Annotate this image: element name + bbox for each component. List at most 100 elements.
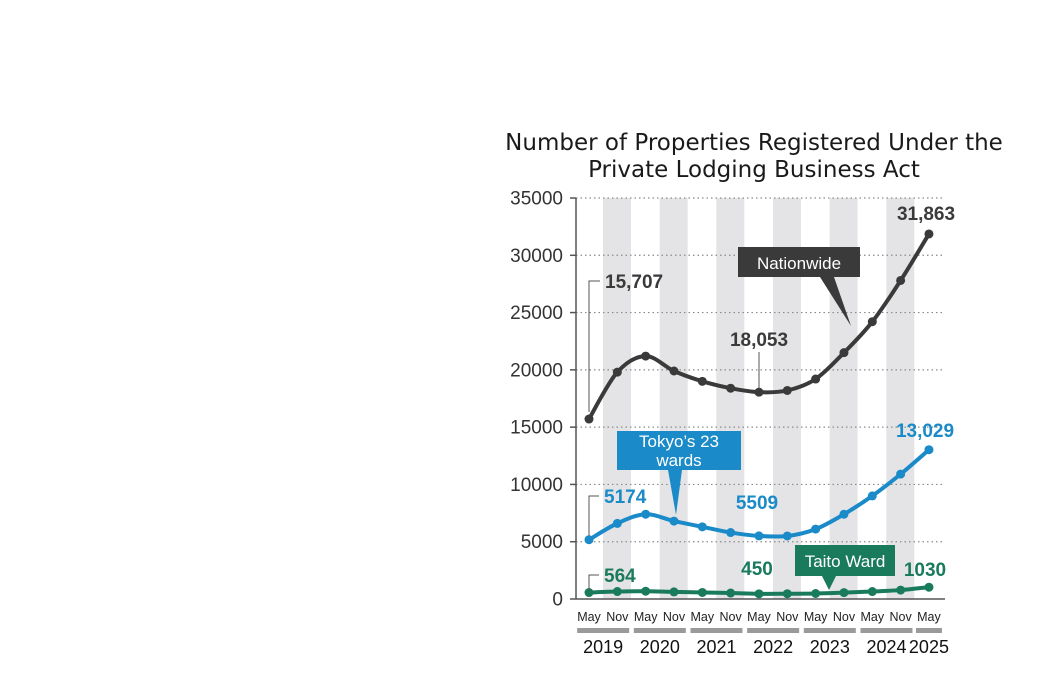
- data-point-nationwide: [896, 275, 906, 285]
- column-band: [659, 198, 688, 599]
- legend-label-tokyo-23-wards-line-1: Tokyo’s 23: [639, 432, 719, 451]
- legend-box-tokyo-23-wards: [617, 431, 741, 470]
- data-point-nationwide: [839, 348, 849, 358]
- year-bar: [633, 628, 686, 633]
- legend-label-nationwide: Nationwide: [757, 254, 841, 273]
- series-taito-ward: [584, 582, 934, 599]
- data-point-tokyo-23-wards: [782, 531, 792, 541]
- x-month-label: May: [577, 610, 601, 624]
- x-month-label: Nov: [720, 610, 743, 624]
- data-point-taito-ward: [924, 582, 934, 592]
- data-point-nationwide: [782, 385, 792, 395]
- y-tick-label: 15000: [510, 418, 563, 439]
- x-year-label: 2022: [753, 637, 793, 657]
- label-leader: [588, 280, 600, 412]
- data-label-tokyo-23-wards: 5174: [604, 487, 647, 508]
- x-year-label: 2021: [696, 637, 736, 657]
- data-label-tokyo-23-wards: 5509: [736, 493, 778, 514]
- axes: 0 5000 10000 15000 20000 25000 30000 35000: [510, 189, 945, 611]
- x-axis-labels: May Nov May Nov May Nov May Nov May Nov May Nov May 2…: [577, 610, 949, 657]
- x-year-label: 2023: [810, 637, 850, 657]
- data-point-nationwide: [754, 387, 764, 397]
- label-leader: [588, 495, 599, 536]
- year-bar: [690, 628, 743, 633]
- data-point-taito-ward: [896, 585, 906, 595]
- column-band: [886, 198, 915, 599]
- data-point-nationwide: [584, 414, 594, 424]
- data-point-tokyo-23-wards: [811, 524, 821, 534]
- x-year-label: 2020: [640, 637, 680, 657]
- data-point-tokyo-23-wards: [924, 445, 934, 455]
- y-tick-label: 10000: [510, 475, 563, 496]
- data-point-nationwide: [697, 376, 707, 386]
- data-point-taito-ward: [839, 588, 849, 598]
- x-year-label: 2019: [583, 637, 623, 657]
- data-point-taito-ward: [641, 586, 651, 596]
- label-leader: [588, 574, 599, 591]
- x-month-label: May: [691, 610, 715, 624]
- data-point-tokyo-23-wards: [584, 535, 594, 545]
- data-label-nationwide: 31,863: [897, 204, 955, 225]
- data-point-nationwide: [924, 229, 934, 239]
- data-point-taito-ward: [782, 589, 792, 599]
- x-month-label: Nov: [663, 610, 686, 624]
- y-tick-label: 25000: [510, 303, 563, 324]
- x-month-label: Nov: [890, 610, 913, 624]
- legend-box-nationwide: [738, 247, 860, 277]
- data-label-taito-ward: 450: [741, 559, 773, 580]
- legend-pointer-nationwide: [820, 277, 851, 326]
- data-point-tokyo-23-wards: [726, 528, 736, 538]
- data-point-tokyo-23-wards: [867, 491, 877, 501]
- data-point-taito-ward: [612, 587, 622, 597]
- data-label-nationwide: 18,053: [730, 330, 788, 351]
- x-month-label: Nov: [606, 610, 629, 624]
- data-point-tokyo-23-wards: [754, 531, 764, 541]
- y-tick-label: 30000: [510, 246, 563, 267]
- data-point-nationwide: [641, 351, 651, 361]
- data-point-tokyo-23-wards: [641, 509, 651, 519]
- data-point-taito-ward: [811, 589, 821, 599]
- x-month-label: May: [860, 610, 884, 624]
- x-month-label: May: [634, 610, 658, 624]
- data-point-taito-ward: [726, 588, 736, 598]
- data-point-taito-ward: [669, 587, 679, 597]
- x-year-label: 2024: [866, 637, 906, 657]
- legend-label-taito-ward: Taito Ward: [805, 552, 886, 571]
- legend-pointer-tokyo-23-wards: [668, 470, 682, 515]
- data-point-taito-ward: [697, 587, 707, 597]
- data-point-taito-ward: [754, 589, 764, 599]
- data-point-tokyo-23-wards: [697, 522, 707, 532]
- legend-box-taito-ward: [795, 545, 895, 576]
- y-tick-label: 35000: [510, 189, 563, 210]
- legend-pointer-taito-ward: [822, 576, 836, 590]
- year-bar: [577, 628, 630, 633]
- data-label-nationwide: 15,707: [605, 272, 663, 293]
- year-bar: [860, 628, 913, 633]
- y-tick-label: 20000: [510, 360, 563, 381]
- x-month-label: Nov: [833, 610, 856, 624]
- year-bar: [915, 628, 942, 633]
- data-point-nationwide: [612, 367, 622, 377]
- year-bar: [747, 628, 800, 633]
- series-layer: [584, 229, 934, 599]
- data-point-nationwide: [669, 366, 679, 376]
- x-month-label: Nov: [776, 610, 799, 624]
- data-point-nationwide: [811, 374, 821, 384]
- x-month-label: May: [804, 610, 828, 624]
- series-tokyo-23-wards: [584, 445, 934, 545]
- legend-label-tokyo-23-wards-line-2: wards: [655, 451, 701, 470]
- data-label-tokyo-23-wards: 13,029: [896, 421, 954, 442]
- data-point-tokyo-23-wards: [669, 516, 679, 526]
- data-point-tokyo-23-wards: [839, 509, 849, 519]
- data-point-tokyo-23-wards: [896, 469, 906, 479]
- y-tick-label: 0: [552, 590, 563, 611]
- year-bar: [803, 628, 856, 633]
- data-point-nationwide: [726, 383, 736, 393]
- data-label-taito-ward: 1030: [904, 560, 946, 581]
- series-nationwide: [584, 229, 934, 424]
- data-point-nationwide: [867, 317, 877, 327]
- x-month-label: May: [747, 610, 771, 624]
- data-label-taito-ward: 564: [604, 566, 636, 587]
